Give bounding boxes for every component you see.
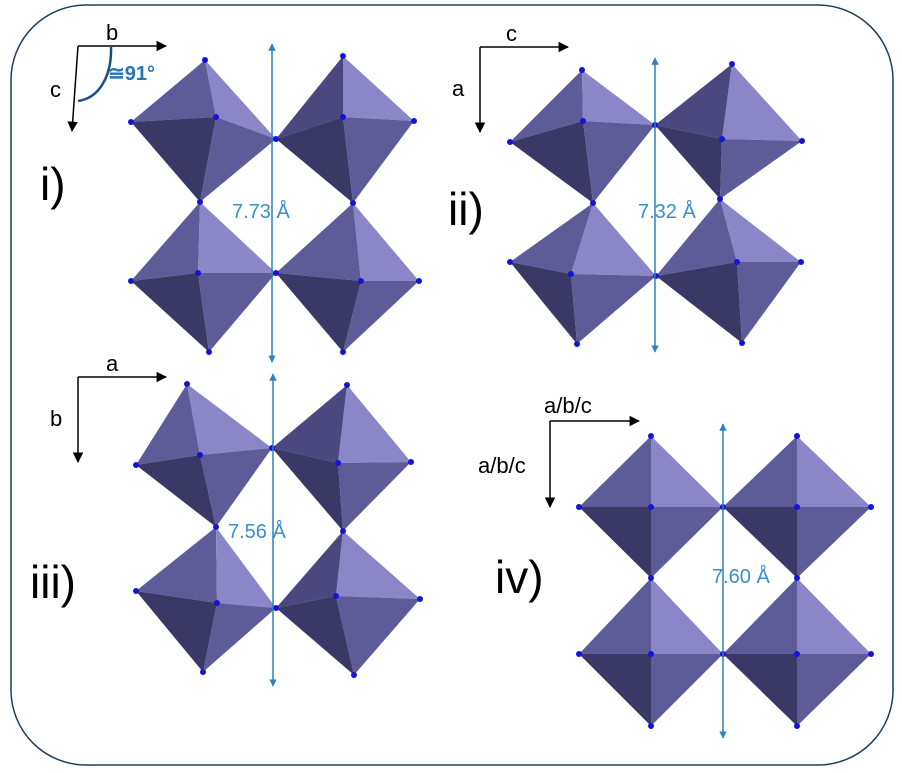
axis-label-c-ii: c bbox=[506, 21, 517, 46]
distance-label-iii: 7.56 Å bbox=[228, 520, 286, 543]
octahedra-panel-ii bbox=[510, 64, 802, 344]
axis-arrow-c bbox=[67, 45, 79, 133]
angle-arc bbox=[77, 45, 113, 103]
panel-label-iii: iii) bbox=[30, 556, 76, 608]
axis-label-b: b bbox=[106, 20, 118, 45]
panel-iv: 7.60 Å iv) a/b/c a/b/c bbox=[478, 393, 874, 739]
panel-label-ii: ii) bbox=[448, 183, 484, 235]
distance-label-i: 7.73 Å bbox=[232, 200, 290, 223]
octahedra-panel-iv bbox=[579, 436, 871, 726]
axis-label-v-iv: a/b/c bbox=[478, 453, 526, 478]
axis-label-b-iii: b bbox=[50, 406, 62, 431]
panel-label-i: i) bbox=[40, 158, 66, 210]
panel-label-iv: iv) bbox=[495, 551, 544, 603]
octahedra-panel-iii bbox=[136, 384, 420, 675]
panel-i: 7.73 Å i) b c ≅91° bbox=[40, 20, 422, 363]
axis-label-a-iii: a bbox=[106, 351, 119, 376]
angle-label: ≅91° bbox=[108, 63, 155, 85]
distance-label-iv: 7.60 Å bbox=[712, 565, 770, 588]
axis-label-h-iv: a/b/c bbox=[544, 393, 592, 418]
distance-label-ii: 7.32 Å bbox=[638, 200, 696, 223]
panel-ii: 7.32 Å ii) c a bbox=[448, 21, 805, 353]
octahedra-panel-i bbox=[131, 56, 419, 352]
axis-label-a-ii: a bbox=[452, 76, 465, 101]
axis-label-c: c bbox=[50, 77, 61, 102]
panel-iii: 7.56 Å iii) a b bbox=[30, 351, 423, 687]
